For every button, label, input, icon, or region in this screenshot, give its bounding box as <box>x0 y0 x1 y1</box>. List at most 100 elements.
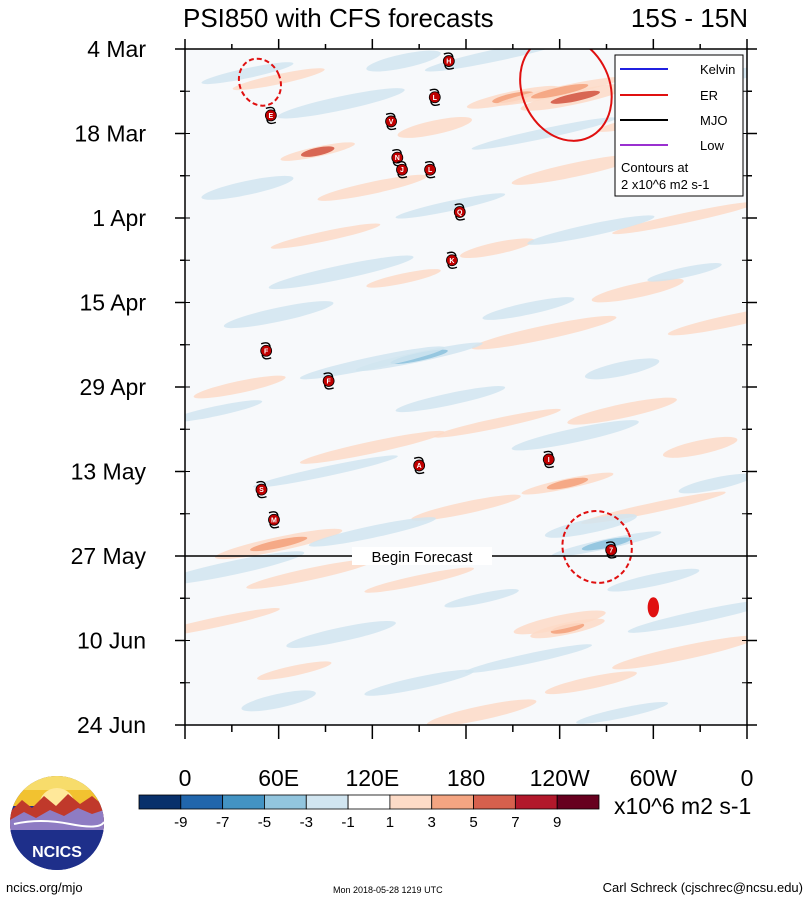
storm-label: H <box>446 59 451 66</box>
anomaly-patch <box>299 430 445 464</box>
anomaly-patch <box>678 473 747 494</box>
colorbar-level-label: -1 <box>341 814 354 831</box>
y-axis: 4 Mar 18 Mar 1 Apr 15 Apr 29 Apr 13 May 27 May… <box>71 36 757 738</box>
anomaly-patch-core <box>546 477 589 490</box>
anomaly-patch <box>308 517 436 547</box>
storm-marker: V <box>385 112 397 131</box>
anomaly-patch <box>667 305 747 336</box>
storm-dot <box>260 344 273 357</box>
storm-label: L <box>428 167 433 174</box>
legend-note-line1: Contours at <box>621 160 689 175</box>
storm-label: Q <box>457 209 463 216</box>
anomaly-patch <box>185 608 280 637</box>
storm-swirl <box>413 456 425 475</box>
ncics-logo: NCICS <box>10 776 104 870</box>
storm-swirl <box>543 450 554 469</box>
anomaly-patch <box>246 559 374 589</box>
anomaly-patch <box>444 588 519 608</box>
storm-marker: M <box>268 511 280 529</box>
chart-title: PSI850 with CFS forecasts <box>183 3 494 33</box>
storm-swirl <box>256 480 267 499</box>
storm-marker: A <box>413 456 426 475</box>
storm-label: N <box>395 155 400 162</box>
anomaly-patch <box>612 201 747 235</box>
storm-marker: K <box>446 251 458 269</box>
storm-marker: F <box>260 342 273 360</box>
anomaly-patch-core <box>581 537 632 551</box>
storm-swirl <box>260 342 272 360</box>
storm-label: I <box>548 457 550 464</box>
anomaly-patch <box>513 610 606 635</box>
anomaly-patch <box>482 297 575 320</box>
storm-label: K <box>449 258 454 265</box>
storm-label: S <box>259 487 264 494</box>
colorbar-swatch <box>389 794 433 810</box>
anomaly-patch <box>424 49 570 72</box>
storm-dot <box>453 206 466 218</box>
y-tick-label: 13 May <box>71 459 147 485</box>
anomaly-patch <box>426 699 537 725</box>
anomaly-patch <box>464 644 593 673</box>
storm-marker: J <box>396 161 408 179</box>
anomaly-patch <box>607 568 700 592</box>
storm-dot <box>255 483 268 496</box>
colorbar-swatch <box>431 794 474 810</box>
storm-swirl <box>424 161 436 179</box>
anomaly-patch <box>471 315 617 350</box>
storm-dot <box>424 163 436 176</box>
legend-low-label: Low <box>700 138 724 153</box>
anomaly-patch <box>647 263 722 282</box>
storm-label: L <box>433 95 438 102</box>
anomaly-patch-core <box>300 146 335 157</box>
storm-dot <box>396 163 408 176</box>
chart-region: 15S - 15N <box>631 3 748 33</box>
anomaly-patch <box>511 420 639 451</box>
colorbar-swatch <box>473 794 516 810</box>
y-tick-label: 10 Jun <box>77 628 146 654</box>
y-tick-label: 24 Jun <box>77 712 146 738</box>
storm-label: V <box>389 119 394 126</box>
x-tick-label: 180 <box>447 765 485 791</box>
colorbar-level-label: 1 <box>386 814 394 831</box>
storm-marker: L <box>424 161 436 179</box>
storm-label: J <box>400 167 404 174</box>
colorbar-level-label: -7 <box>216 814 229 831</box>
storm-swirl <box>396 161 408 179</box>
anomaly-patch <box>460 238 535 259</box>
storm-swirl <box>265 106 277 125</box>
storm-label: F <box>264 348 269 355</box>
storm-marker: I <box>542 450 555 469</box>
colorbar-swatch <box>556 794 600 810</box>
storm-marker: L <box>428 88 441 106</box>
colorbar: -9 -7 -5 -3 -1 1 3 5 7 9 <box>138 794 600 831</box>
anomaly-patch <box>201 175 294 200</box>
storm-dot <box>264 109 277 122</box>
x-axis: 0 60E 120E 180 120W 60W 0 <box>179 39 753 791</box>
storm-swirl <box>385 112 397 131</box>
storm-marker: E <box>264 106 277 125</box>
storm-dot <box>428 91 441 104</box>
anomaly-patch <box>185 551 305 585</box>
footer-url[interactable]: ncics.org/mjo <box>6 880 83 895</box>
colorbar-units: x10^6 m2 s-1 <box>614 793 751 819</box>
anomaly-patch <box>567 397 677 425</box>
anomaly-patch-core <box>250 536 308 552</box>
x-tick-label: 60W <box>630 765 678 791</box>
anomaly-patch <box>270 223 381 249</box>
colorbar-swatch <box>222 794 265 810</box>
storm-label: 7 <box>609 547 613 554</box>
anomaly-patch-core <box>550 90 600 104</box>
storm-dot <box>268 513 280 526</box>
anomaly-patch <box>576 702 669 724</box>
forecast-label: Begin Forecast <box>372 549 474 566</box>
storm-swirl <box>605 541 617 559</box>
anomaly-patch-core <box>531 84 589 99</box>
anomaly-patch-core <box>550 623 585 634</box>
y-tick-label: 27 May <box>71 543 147 569</box>
storm-dot <box>385 115 397 128</box>
storm-label: F <box>326 378 331 385</box>
y-tick-label: 15 Apr <box>80 290 147 316</box>
anomaly-patch <box>253 455 398 488</box>
colorbar-level-label: 5 <box>469 814 477 831</box>
x-tick-label: 120W <box>530 765 590 791</box>
